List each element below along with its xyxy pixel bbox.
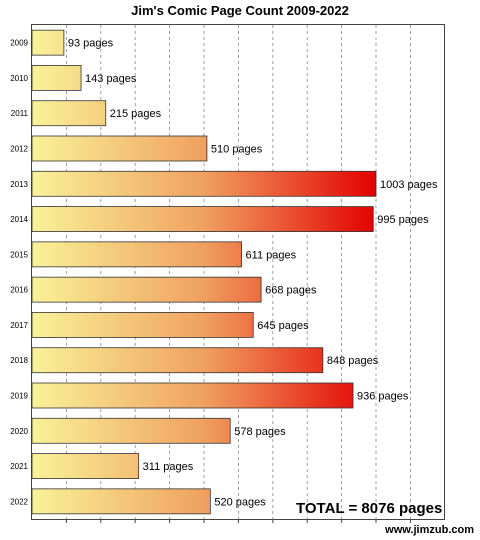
bar-2019 [31, 382, 354, 409]
website-annotation: www.jimzub.com [385, 524, 474, 536]
bar-2016 [31, 276, 262, 303]
data-label: 93 pages [68, 38, 114, 50]
bar-2018 [31, 347, 324, 374]
year-label: 2013 [10, 180, 28, 189]
year-label: 2019 [10, 392, 28, 401]
year-label: 2010 [10, 74, 28, 83]
year-label: 2016 [10, 286, 28, 295]
bar-2009 [31, 29, 65, 56]
bar-2014 [31, 206, 374, 232]
data-label: 520 pages [214, 496, 266, 508]
data-label: 645 pages [257, 320, 309, 332]
data-label: 311 pages [143, 461, 194, 473]
data-label: 848 pages [327, 355, 379, 367]
year-label: 2014 [10, 215, 28, 224]
data-label: 578 pages [234, 426, 286, 438]
year-label: 2012 [10, 145, 28, 154]
total-annotation: TOTAL = 8076 pages [296, 500, 443, 517]
bar-2017 [31, 312, 254, 338]
data-label: 510 pages [211, 144, 263, 156]
data-label: 1003 pages [380, 179, 438, 191]
year-label: 2018 [10, 356, 28, 365]
bar-2022 [31, 488, 211, 515]
data-label: 668 pages [265, 285, 317, 297]
bar-2011 [31, 100, 107, 127]
chart-title: Jim's Comic Page Count 2009-2022 [131, 3, 349, 18]
data-label: 936 pages [357, 391, 409, 403]
year-label: 2022 [10, 497, 28, 506]
year-label: 2021 [10, 462, 28, 471]
bar-2015 [31, 241, 242, 268]
data-label: 995 pages [377, 214, 429, 226]
year-label: 2011 [11, 109, 29, 118]
bar-2012 [31, 135, 208, 162]
year-label: 2017 [10, 321, 28, 330]
bar-2013 [31, 170, 377, 197]
bar-2020 [31, 417, 231, 444]
data-label: 611 pages [246, 249, 297, 261]
bar-2021 [31, 453, 140, 479]
bar-2010 [31, 65, 82, 91]
data-label: 215 pages [110, 108, 162, 120]
year-label: 2015 [10, 250, 28, 259]
year-label: 2009 [10, 39, 28, 48]
data-label: 143 pages [85, 73, 137, 85]
year-label: 2020 [10, 427, 28, 436]
